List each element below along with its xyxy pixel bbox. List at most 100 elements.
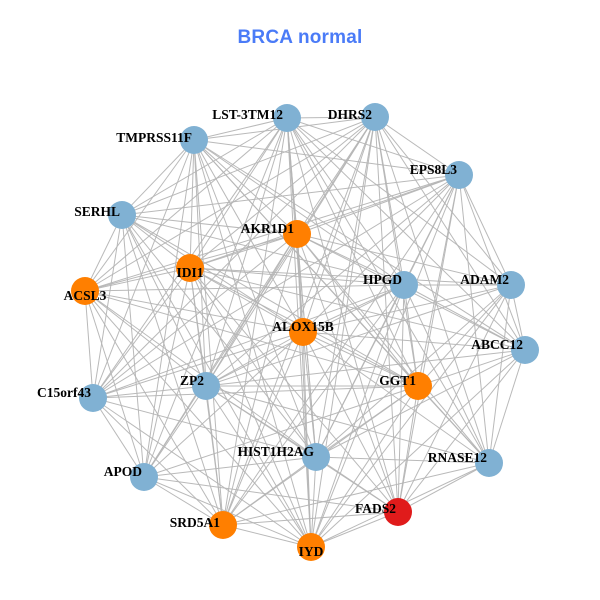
graph-edge bbox=[143, 331, 304, 478]
graph-node-label-apod: APOD bbox=[104, 464, 142, 479]
graph-node-lst-3tm12[interactable] bbox=[273, 104, 301, 132]
graph-edge bbox=[143, 139, 195, 478]
graph-node-hist1h2ag[interactable] bbox=[302, 443, 330, 471]
graph-edge bbox=[374, 116, 399, 513]
graph-node-apod[interactable] bbox=[130, 463, 158, 491]
graph-edge bbox=[143, 385, 419, 478]
graph-edge bbox=[302, 331, 526, 351]
graph-edge bbox=[193, 139, 526, 351]
graph-edge bbox=[121, 214, 419, 387]
graph-node-iyd[interactable] bbox=[297, 533, 325, 561]
graph-edge bbox=[310, 284, 405, 548]
graph-edge bbox=[189, 267, 304, 333]
graph-node-idi1[interactable] bbox=[176, 254, 204, 282]
graph-edge bbox=[222, 511, 399, 526]
graph-node-label-eps8l3: EPS8L3 bbox=[410, 162, 458, 177]
graph-node-label-c15orf43: C15orf43 bbox=[37, 385, 91, 400]
edges-layer bbox=[84, 116, 526, 548]
graph-edge bbox=[92, 233, 298, 399]
graph-node-zp2[interactable] bbox=[192, 372, 220, 400]
graph-edge bbox=[92, 116, 376, 399]
graph-node-srd5a1[interactable] bbox=[209, 511, 237, 539]
graph-edge bbox=[193, 139, 317, 458]
graph-edge bbox=[92, 385, 419, 399]
graph-edge bbox=[193, 139, 312, 548]
graph-edge bbox=[397, 349, 526, 513]
graph-node-serhl[interactable] bbox=[108, 201, 136, 229]
graph-edge bbox=[296, 233, 490, 464]
graph-edge bbox=[189, 267, 405, 286]
graph-edge bbox=[315, 116, 376, 458]
graph-edge bbox=[92, 174, 460, 399]
graph-node-label-ggt1: GGT1 bbox=[379, 373, 416, 388]
graph-node-tmprss11f[interactable] bbox=[180, 126, 208, 154]
graph-edge bbox=[315, 349, 526, 458]
graph-edge bbox=[193, 139, 460, 176]
graph-edge bbox=[302, 116, 376, 333]
graph-edge bbox=[92, 284, 405, 399]
graph-edge bbox=[302, 331, 317, 458]
graph-edge bbox=[302, 331, 490, 464]
graph-edge bbox=[84, 290, 145, 478]
graph-node-label-hist1h2ag: HIST1H2AG bbox=[237, 444, 314, 459]
graph-node-dhrs2[interactable] bbox=[361, 103, 389, 131]
graph-edge bbox=[397, 284, 512, 513]
graph-edge bbox=[222, 462, 490, 526]
graph-edge bbox=[193, 117, 288, 141]
graph-edge bbox=[302, 331, 312, 548]
graph-edge bbox=[189, 267, 317, 458]
graph-edge bbox=[302, 284, 512, 333]
graph-edge bbox=[397, 385, 419, 513]
graph-node-c15orf43[interactable] bbox=[79, 384, 107, 412]
graph-edge bbox=[189, 267, 399, 513]
graph-edge bbox=[84, 290, 94, 399]
graph-node-fads2[interactable] bbox=[384, 498, 412, 526]
graph-edge bbox=[296, 233, 512, 286]
graph-node-akr1d1[interactable] bbox=[283, 220, 311, 248]
graph-edge bbox=[315, 284, 405, 458]
graph-node-eps8l3[interactable] bbox=[445, 161, 473, 189]
graph-edge bbox=[488, 284, 512, 464]
graph-edge bbox=[417, 349, 526, 387]
graph-node-label-adam2: ADAM2 bbox=[460, 272, 509, 287]
graph-node-label-fads2: FADS2 bbox=[355, 501, 396, 516]
graph-edge bbox=[286, 117, 526, 351]
graph-node-acsl3[interactable] bbox=[71, 277, 99, 305]
graph-node-alox15b[interactable] bbox=[289, 318, 317, 346]
graph-edge bbox=[397, 462, 490, 513]
graph-edge bbox=[121, 214, 224, 526]
graph-edge bbox=[458, 174, 526, 351]
graph-edge bbox=[193, 139, 224, 526]
graph-edge bbox=[189, 116, 376, 269]
graph-edge bbox=[189, 139, 195, 269]
graph-node-label-tmprss11f: TMPRSS11F bbox=[116, 130, 192, 145]
graph-edge bbox=[121, 116, 376, 216]
graph-edge bbox=[205, 331, 304, 387]
graph-node-label-srd5a1: SRD5A1 bbox=[170, 515, 221, 530]
graph-edge bbox=[286, 117, 512, 286]
graph-edge bbox=[189, 174, 460, 269]
graph-edge bbox=[84, 214, 123, 292]
graph-node-ggt1[interactable] bbox=[404, 372, 432, 400]
graph-node-label-serhl: SERHL bbox=[74, 204, 120, 219]
graph-edge bbox=[92, 397, 224, 526]
graph-edge bbox=[222, 284, 405, 526]
graph-node-adam2[interactable] bbox=[497, 271, 525, 299]
graph-node-abcc12[interactable] bbox=[511, 336, 539, 364]
graph-node-hpgd[interactable] bbox=[390, 271, 418, 299]
graph-edge bbox=[374, 116, 512, 286]
graph-edge bbox=[189, 267, 512, 286]
graph-node-rnase12[interactable] bbox=[475, 449, 503, 477]
graph-node-label-hpgd: HPGD bbox=[363, 272, 402, 287]
graph-edge bbox=[193, 139, 298, 235]
graph-edge bbox=[205, 385, 224, 526]
graph-edge bbox=[374, 116, 526, 351]
graph-edge bbox=[84, 139, 195, 292]
graph-edge bbox=[121, 214, 191, 269]
graph-edge bbox=[205, 233, 298, 387]
graph-edge bbox=[189, 117, 288, 269]
graph-node-label-zp2: ZP2 bbox=[180, 373, 204, 388]
graph-edge bbox=[403, 284, 526, 351]
